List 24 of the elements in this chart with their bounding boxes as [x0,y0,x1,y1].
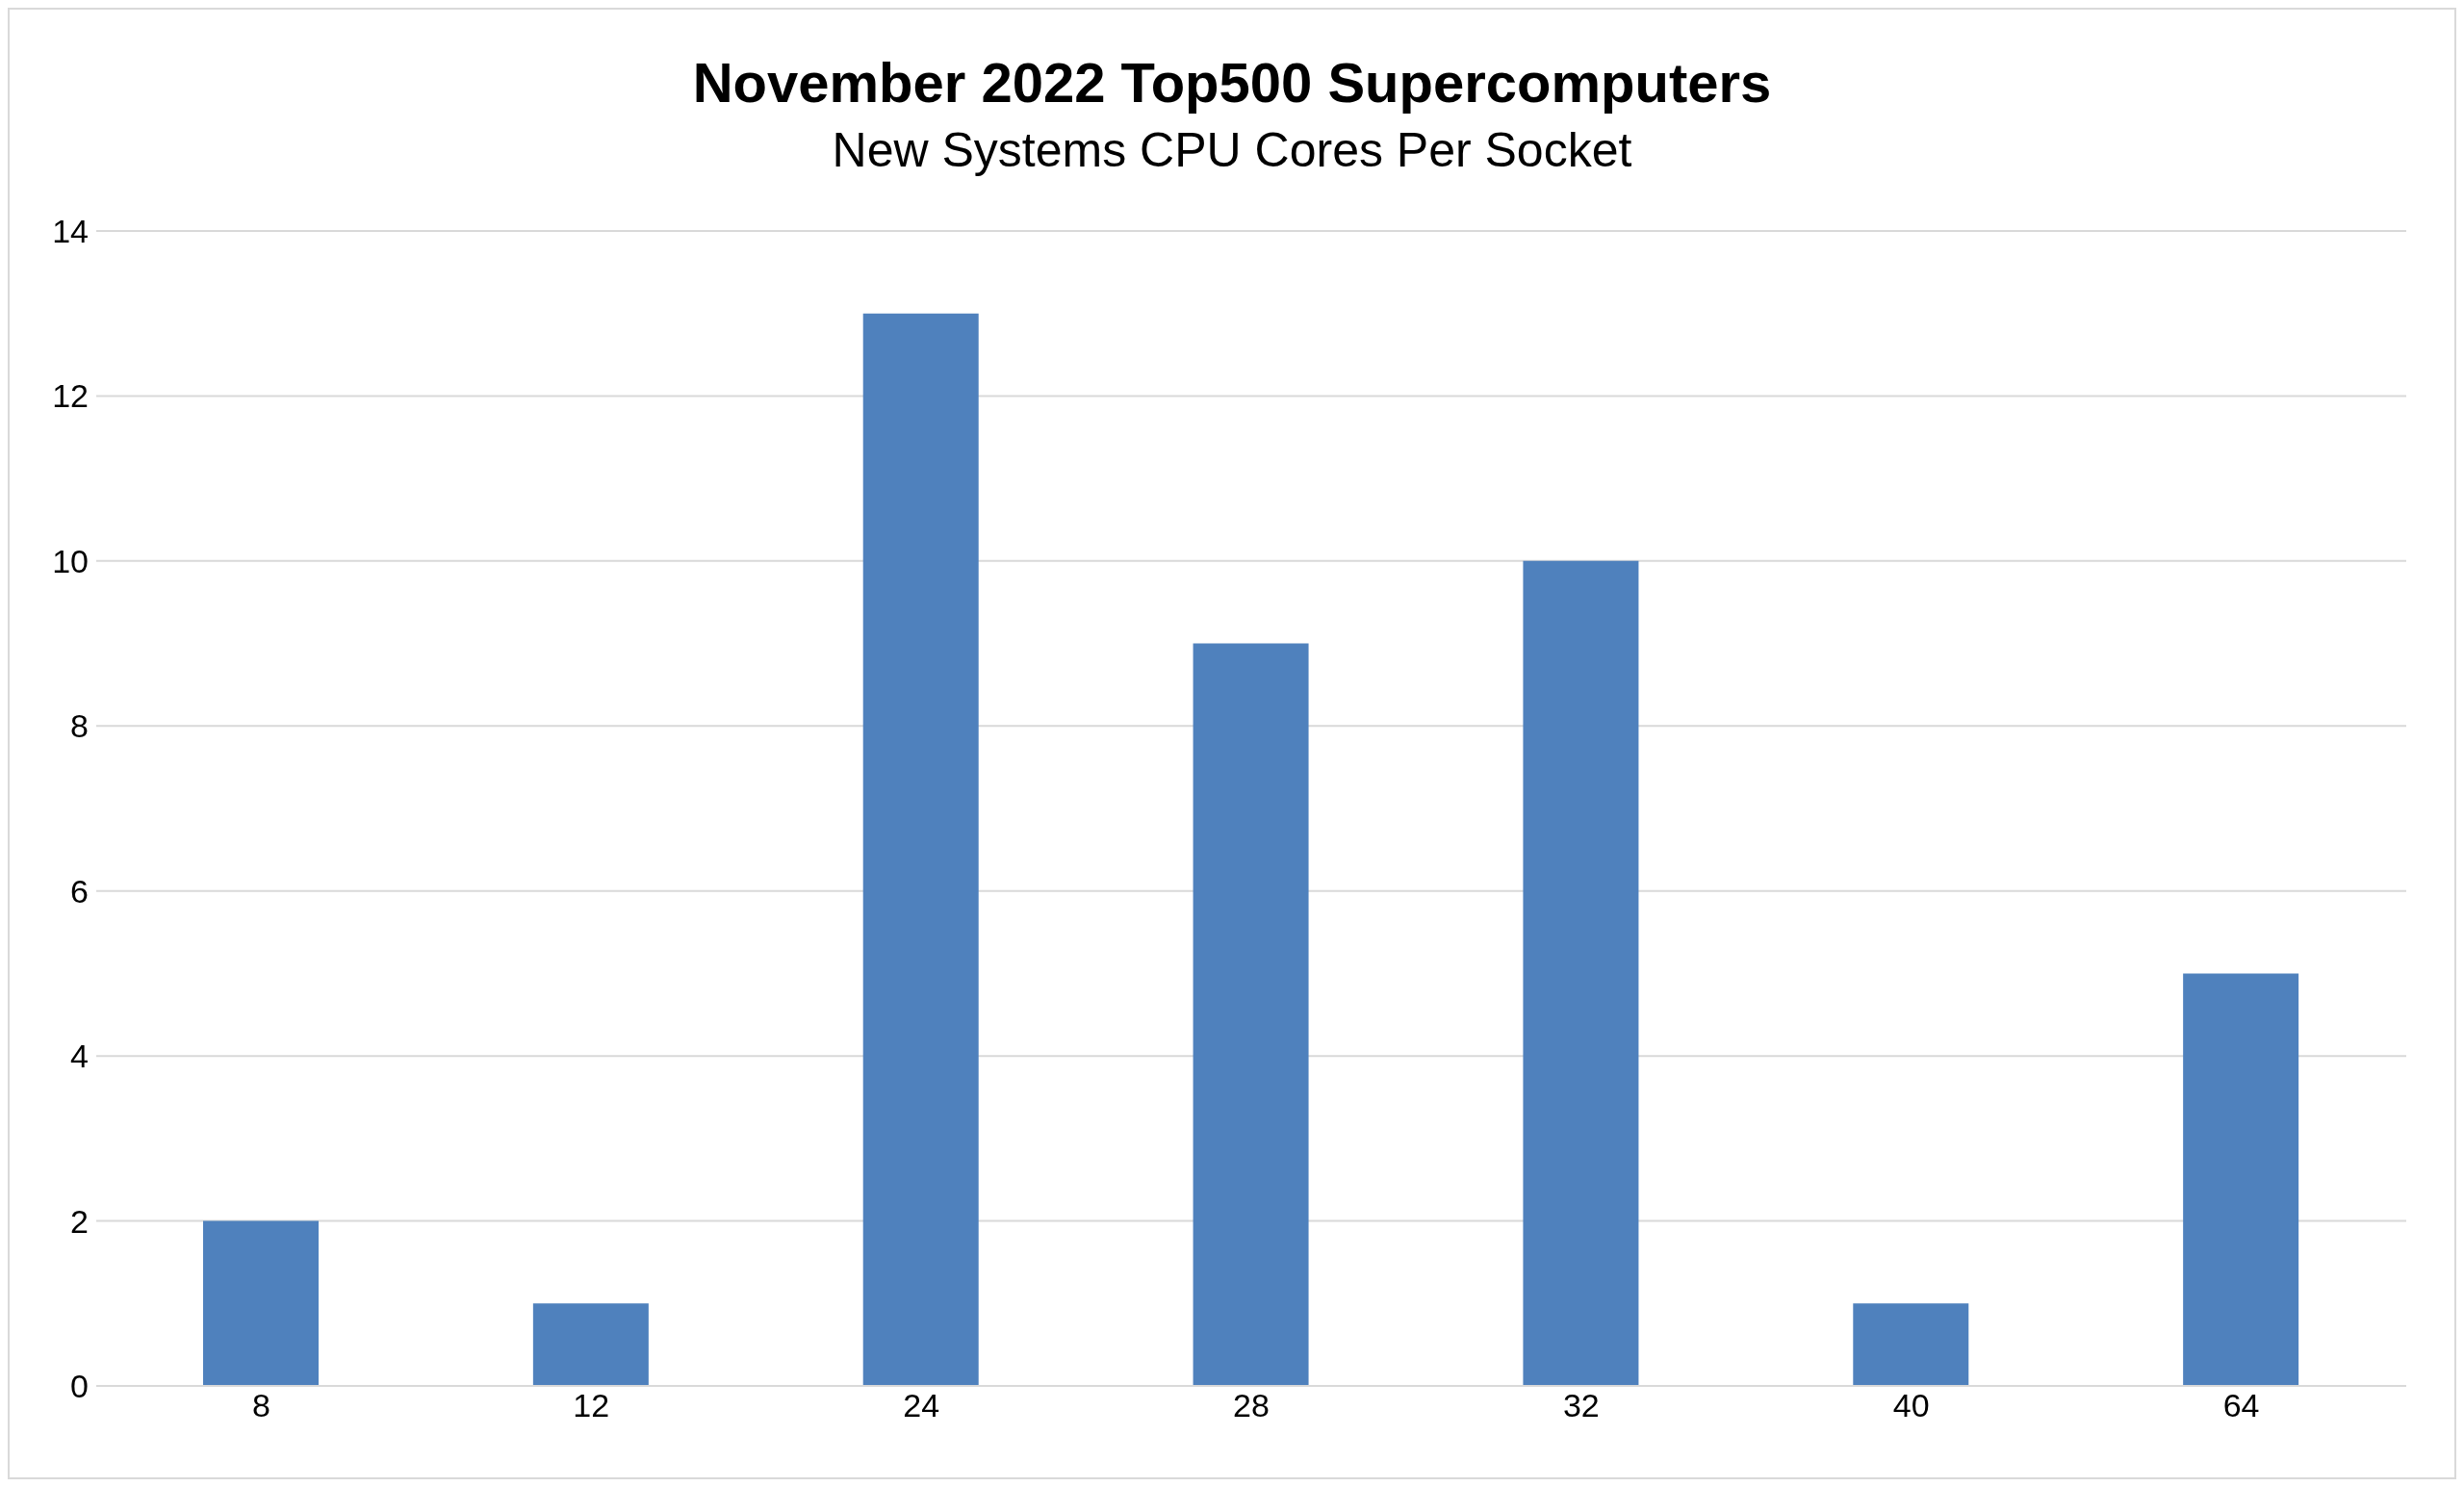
x-tick-label: 12 [573,1387,610,1424]
y-tick-label: 4 [70,1038,89,1075]
y-tick-label: 6 [70,872,89,910]
y-tick-label: 0 [70,1368,89,1405]
y-tick-label: 2 [70,1202,89,1240]
x-tick-label: 24 [903,1387,940,1424]
y-tick-label: 14 [52,213,89,250]
x-tick-label: 8 [251,1387,270,1424]
x-tick-label: 64 [2222,1387,2260,1424]
bar [1853,1303,1969,1386]
bar [2183,973,2299,1386]
bar [532,1303,649,1386]
y-tick-label: 10 [52,542,89,579]
bar [203,1220,319,1386]
x-tick-label: 28 [1233,1387,1270,1424]
bar [862,313,979,1386]
y-tick-label: 8 [70,707,89,745]
chart-title: November 2022 Top500 Supercomputers [691,50,1773,115]
bar [1523,560,1639,1386]
chart-subtitle: New Systems CPU Cores Per Socket [831,122,1633,179]
x-tick-label: 40 [1892,1387,1930,1424]
y-tick-label: 12 [52,377,89,415]
bar [1193,643,1309,1386]
x-tick-label: 32 [1562,1387,1600,1424]
